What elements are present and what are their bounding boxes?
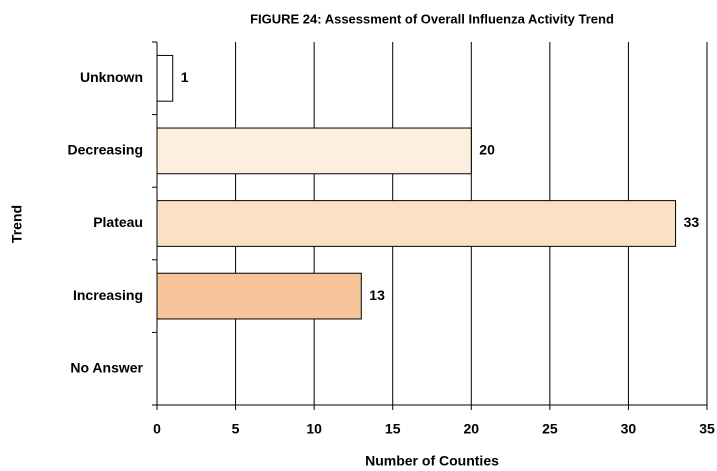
data-label: 13: [369, 287, 385, 303]
data-label: 33: [684, 214, 700, 230]
x-tick-label: 15: [385, 421, 401, 437]
bar: [156, 54, 174, 102]
data-label: 1: [181, 69, 189, 85]
x-tick-label: 10: [306, 421, 322, 437]
chart-title: FIGURE 24: Assessment of Overall Influen…: [250, 11, 614, 26]
x-axis-title: Number of Counties: [365, 453, 499, 469]
bar: [156, 272, 362, 320]
bar: [156, 200, 677, 247]
x-tick-label: 0: [153, 421, 161, 437]
x-tick-label: 35: [699, 421, 715, 437]
bar: [156, 127, 472, 175]
y-axis-title: Trend: [9, 205, 25, 243]
x-tick-label: 5: [232, 421, 240, 437]
y-tick-label: Plateau: [93, 214, 143, 230]
x-tick-label: 25: [542, 421, 558, 437]
x-tick-label: 30: [621, 421, 637, 437]
data-label: 20: [479, 142, 495, 158]
y-tick-label: Decreasing: [68, 142, 143, 158]
y-tick-label: No Answer: [70, 359, 143, 375]
y-tick-label: Increasing: [73, 287, 143, 303]
y-tick-label: Unknown: [80, 69, 143, 85]
x-tick-label: 20: [463, 421, 479, 437]
